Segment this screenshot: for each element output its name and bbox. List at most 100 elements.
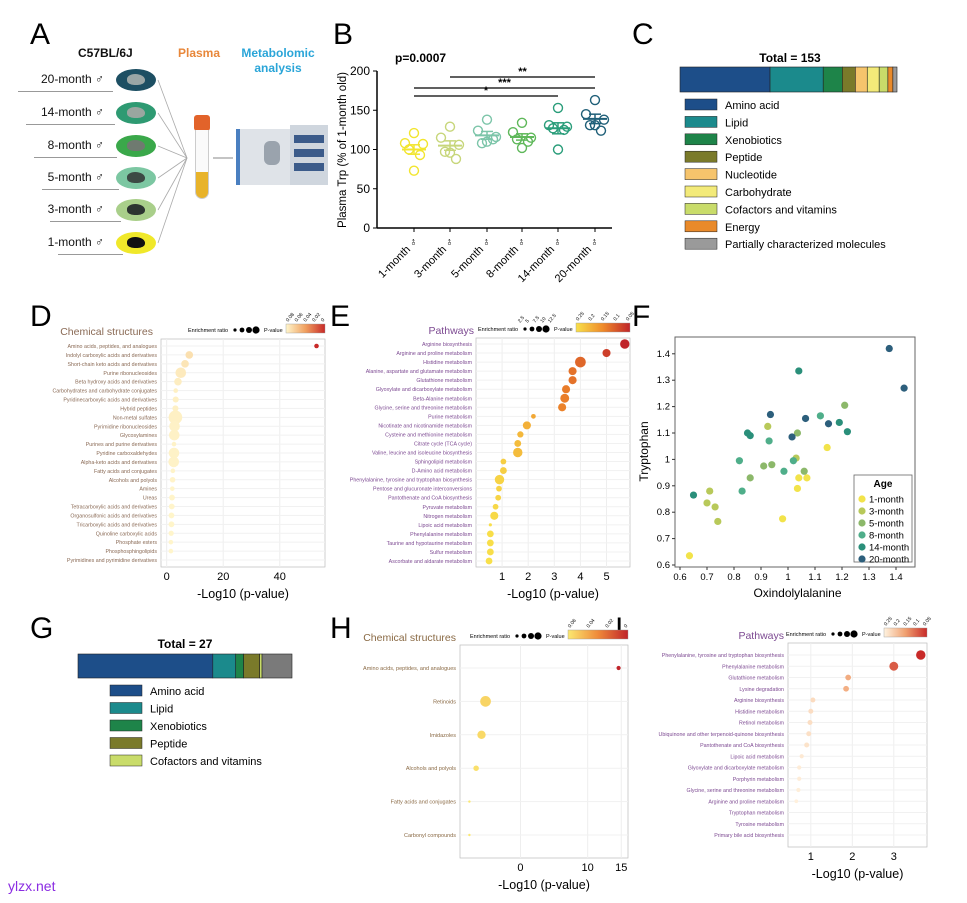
legend-p-tick: 0.04 — [302, 312, 313, 323]
scatter-point — [706, 487, 714, 495]
x-tick-label: 1.1 — [808, 572, 821, 583]
watermark: ylzx.net — [8, 878, 56, 894]
x-axis-label: -Log10 (p-value) — [498, 878, 590, 892]
stacked-segment — [866, 66, 880, 93]
enrichment-dot — [169, 477, 176, 483]
stacked-segment — [261, 653, 293, 679]
legend-size-dot — [528, 633, 534, 639]
stacked-segment — [769, 66, 824, 93]
legend-label: 5-month — [869, 519, 904, 530]
legend-label: Peptide — [725, 152, 762, 164]
data-point — [516, 142, 528, 154]
row-label: Quinoline carboxylic acids — [96, 531, 158, 537]
enrichment-dot — [490, 511, 499, 520]
enrichment-dot — [514, 440, 522, 447]
row-label: Glutathione metabolism — [416, 378, 472, 384]
row-label: Amino acids, peptides, and analogues — [67, 344, 157, 350]
legend-marker — [858, 507, 866, 515]
scatter-point — [779, 515, 787, 523]
data-point — [552, 144, 564, 155]
enrichment-dot — [169, 494, 175, 501]
legend-p-title: P-value — [546, 634, 565, 640]
row-label: Imidazoles — [430, 733, 457, 739]
x-axis-label: Oxindolylalanine — [753, 586, 841, 600]
group-underline — [42, 189, 119, 190]
x-tick-label: 20 — [217, 571, 229, 583]
row-label: Valine, leucine and isoleucine biosynthe… — [372, 451, 472, 457]
row-label: Alpha-keto acids and derivatives — [81, 460, 158, 466]
row-label: Glyoxylate and dicarboxylate metabolism — [376, 387, 473, 393]
panel-letter-d: D — [30, 300, 52, 333]
enrichment-dot — [522, 421, 531, 430]
enrichment-dot — [170, 468, 176, 474]
metabolomic-analysis-label: Metabolomic analysis — [241, 46, 315, 75]
legend-swatch — [684, 220, 718, 233]
total-label: Total = 153 — [759, 51, 821, 65]
legend-size-dot — [529, 326, 535, 332]
row-label: Sphingolipid metabolism — [415, 460, 473, 466]
legend-label: Energy — [725, 222, 760, 234]
legend-p-tick: 0.25 — [575, 311, 586, 322]
data-point — [561, 121, 573, 132]
stacked-segment — [235, 653, 244, 679]
panel-letter-a: A — [30, 18, 51, 51]
group-underline — [34, 157, 117, 158]
legend-title: Age — [874, 479, 893, 490]
enrichment-dot — [169, 420, 180, 432]
legend-label: Xenobiotics — [150, 721, 207, 733]
enrichment-dot — [168, 548, 174, 554]
legend-swatch — [109, 754, 143, 767]
group-label: 1-month ♂ — [47, 235, 104, 249]
enrichment-dot — [797, 765, 802, 770]
scatter-point — [765, 437, 773, 445]
scatter-point — [795, 474, 803, 482]
legend-p-tick: 0.1 — [912, 618, 921, 627]
x-axis-label: -Log10 (p-value) — [812, 867, 904, 881]
p-value-gradient — [575, 322, 631, 333]
total-label: Total = 27 — [158, 637, 213, 651]
legend-marker — [858, 495, 866, 503]
row-label: Pyridine carboxaldehydes — [96, 451, 157, 457]
x-tick-label: 0.6 — [673, 572, 686, 583]
legend-p-tick: 0.2 — [893, 618, 902, 627]
panel-letter-c: C — [632, 18, 654, 51]
row-label: Beta-Alanine metabolism — [413, 396, 472, 402]
stacked-segment — [679, 66, 771, 93]
legend-size-tick: 7.5 — [532, 315, 541, 324]
group-underline — [50, 221, 121, 222]
row-label: Glycine, serine and threonine metabolism — [375, 405, 473, 411]
y-tick-label: 1.3 — [657, 375, 670, 386]
legend-swatch — [109, 702, 143, 714]
row-label: Tyrosine metabolism — [735, 822, 784, 828]
panel-letter-g: G — [30, 612, 54, 645]
row-label: Porphyrin metabolism — [733, 777, 785, 783]
scatter-point — [795, 367, 803, 375]
stacked-segment — [855, 66, 868, 93]
chart-title: Chemical structures — [60, 326, 153, 338]
enrichment-dot — [531, 413, 536, 419]
scatter-point — [816, 412, 825, 420]
row-label: Ureas — [143, 496, 157, 502]
scatter-point — [746, 432, 754, 440]
scatter-point — [714, 517, 722, 526]
panel-letter-f: F — [632, 300, 651, 333]
stacked-segment — [259, 653, 263, 679]
data-point — [595, 125, 607, 136]
row-label: Pyridinecarboxylic acids and derivatives — [63, 398, 157, 404]
x-tick-label: 15 — [615, 862, 627, 874]
row-label: Pantothenate and CoA biosynthesis — [388, 496, 472, 502]
row-label: Histidine metabolism — [735, 709, 784, 715]
enrichment-dot — [810, 697, 816, 703]
legend-label: 14-month — [869, 543, 909, 554]
legend-size-dot — [239, 327, 245, 333]
x-tick-label: 4 — [577, 571, 583, 583]
legend-size-dot — [515, 634, 519, 638]
legend-p-tick: 0 — [320, 317, 327, 323]
row-label: Phenylalanine, tyrosine and tryptophan b… — [662, 653, 785, 659]
enrichment-dot — [168, 429, 180, 441]
data-point — [552, 102, 564, 114]
scatter-point — [823, 443, 831, 452]
enrichment-dot — [494, 474, 505, 485]
row-label: Organosulfonic acids and derivatives — [70, 513, 157, 519]
